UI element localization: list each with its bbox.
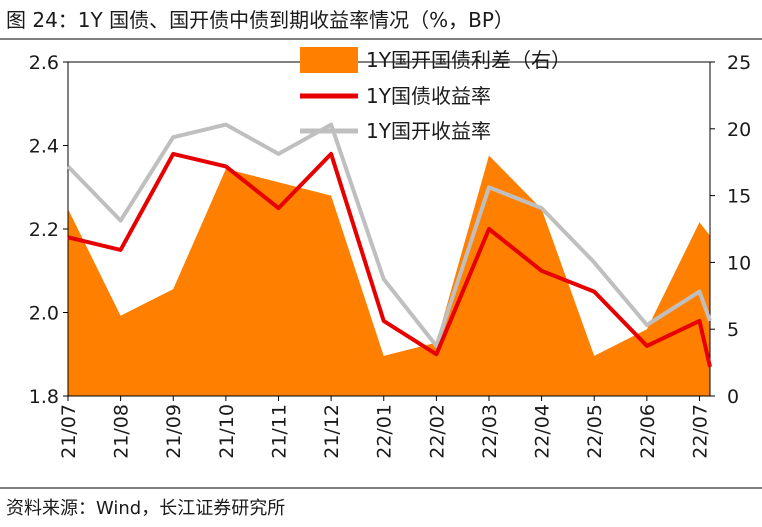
y-left-tick-label: 2.6 <box>29 52 59 74</box>
y-left-tick-label: 1.8 <box>29 386 59 408</box>
x-tick-label: 22/05 <box>584 404 606 459</box>
y-right-tick-label: 25 <box>727 52 751 74</box>
bottom-rule <box>0 487 762 489</box>
top-rule <box>0 38 762 40</box>
spread-area-layer <box>68 155 710 396</box>
axis-layer: 1.8 2.0 2.2 2.4 2.6 0 5 10 15 20 25 21/07 21/08 21/09… <box>29 52 751 459</box>
series-gov-yield-line <box>67 151 712 368</box>
x-tick-label: 22/02 <box>426 404 448 459</box>
legend-label: 1Y国开收益率 <box>366 119 491 143</box>
x-tick-label: 22/07 <box>689 404 711 459</box>
x-tick-label: 22/04 <box>532 404 554 459</box>
x-tick-label: 21/11 <box>268 404 290 459</box>
x-tick-label: 21/10 <box>216 404 238 459</box>
y-left-tick-label: 2.4 <box>29 136 59 158</box>
source-note: 资料来源：Wind，长江证券研究所 <box>6 498 286 519</box>
x-tick-label: 21/12 <box>321 404 343 459</box>
x-tick-label: 22/01 <box>374 404 396 459</box>
y-right-tick-label: 20 <box>727 119 751 141</box>
legend-label: 1Y国债收益率 <box>366 84 491 108</box>
legend-swatch-spread <box>300 47 358 73</box>
y-left-tick-label: 2.0 <box>29 303 59 325</box>
y-left-tick-label: 2.2 <box>29 219 59 241</box>
y-right-tick-label: 15 <box>727 186 751 208</box>
series-cdb-yield-line <box>66 122 712 348</box>
legend-label: 1Y国开国债利差（右） <box>366 48 571 72</box>
y-right-tick-label: 10 <box>727 252 751 274</box>
y-right-tick-label: 5 <box>727 319 739 341</box>
figure-title: 图 24：1Y 国债、国开债中债到期收益率情况（%，BP） <box>6 8 514 32</box>
series-spread-area <box>68 155 710 396</box>
x-tick-label: 22/06 <box>637 404 659 459</box>
y-right-tick-label: 0 <box>727 386 739 408</box>
x-tick-label: 22/03 <box>479 404 501 459</box>
x-tick-label: 21/07 <box>58 404 80 459</box>
line-layer <box>66 122 712 368</box>
x-tick-label: 21/08 <box>111 404 133 459</box>
legend: 1Y国开国债利差（右） 1Y国债收益率 1Y国开收益率 <box>300 47 571 143</box>
x-tick-label: 21/09 <box>163 404 185 459</box>
